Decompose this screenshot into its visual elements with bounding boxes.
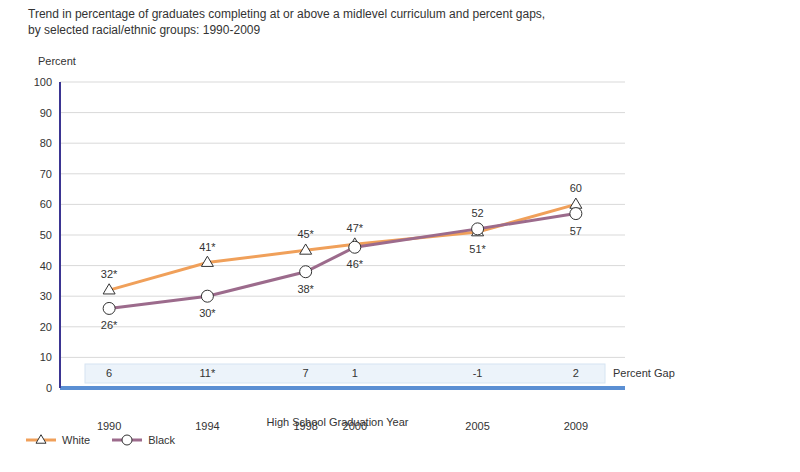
svg-text:47*: 47* [347,222,364,234]
html-text:High School Graduation Year: High School Graduation Year [266,416,409,428]
svg-text:50: 50 [40,229,52,241]
html-text:Percent: Percent [38,55,76,67]
svg-text:10: 10 [40,351,52,363]
svg-text:30*: 30* [199,307,216,319]
svg-text:11*: 11* [200,367,216,379]
svg-text:90: 90 [40,107,52,119]
svg-text:38*: 38* [297,283,314,295]
svg-text:80: 80 [40,137,52,149]
svg-text:46*: 46* [347,258,364,270]
svg-text:1: 1 [352,367,358,379]
svg-text:60: 60 [40,198,52,210]
svg-text:51*: 51* [469,243,486,255]
svg-text:45*: 45* [297,228,314,240]
svg-text:2005: 2005 [465,420,489,432]
svg-text:70: 70 [40,168,52,180]
svg-text:32*: 32* [101,268,118,280]
svg-text:30: 30 [40,290,52,302]
svg-text:1994: 1994 [195,420,219,432]
svg-text:100: 100 [34,76,52,88]
svg-text:26*: 26* [101,319,118,331]
svg-text:2009: 2009 [564,420,588,432]
svg-text:7: 7 [303,367,309,379]
svg-text:52: 52 [471,207,483,219]
svg-text:60: 60 [570,182,582,194]
svg-text:-1: -1 [473,367,483,379]
svg-text:57: 57 [570,225,582,237]
svg-text:40: 40 [40,260,52,272]
html-text:White: White [62,434,91,446]
svg-text:41*: 41* [199,241,216,253]
svg-text:2: 2 [573,367,579,379]
svg-text:1990: 1990 [97,420,121,432]
svg-text:Percent Gap: Percent Gap [613,367,675,379]
svg-text:20: 20 [40,321,52,333]
html-text:Black: Black [148,434,175,446]
svg-text:6: 6 [106,367,112,379]
html-text:by selected racial/ethnic grou: by selected racial/ethnic groups: 1990-2… [28,23,261,37]
html-text:Trend in percentage of graduat: Trend in percentage of graduates complet… [28,7,546,21]
svg-text:0: 0 [46,382,52,394]
